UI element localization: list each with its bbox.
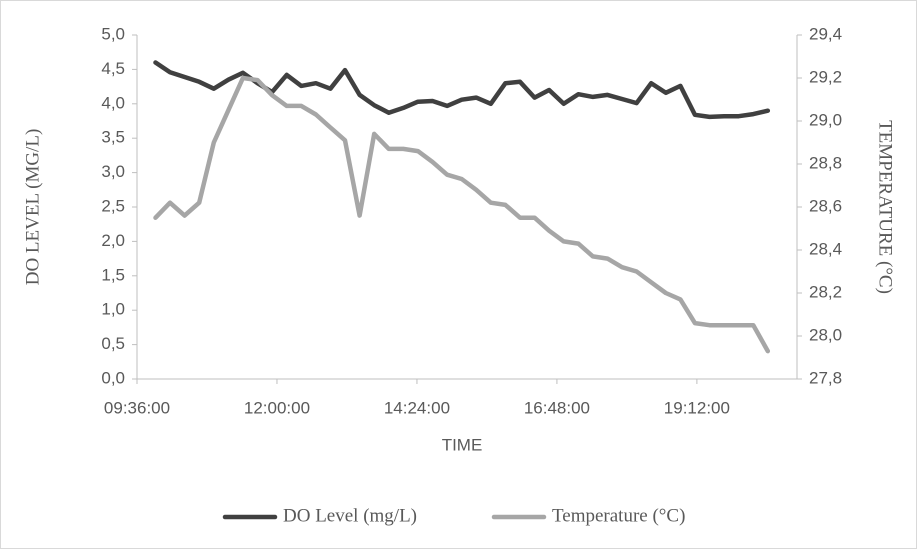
y-tick-label: 4,0 <box>101 93 125 112</box>
x-axis-title: TIME <box>442 435 483 454</box>
legend-label: Temperature (°C) <box>552 505 685 526</box>
y2-tick-label: 28,4 <box>809 239 842 258</box>
y2-tick-label: 29,0 <box>809 110 842 129</box>
y-tick-label: 1,5 <box>101 265 125 284</box>
y2-tick-label: 28,6 <box>809 196 842 215</box>
y2-tick-label: 27,8 <box>809 368 842 387</box>
y-tick-label: 5,0 <box>101 24 125 43</box>
y-tick-label: 1,0 <box>101 300 125 319</box>
series-line <box>153 75 771 354</box>
y-tick-label: 4,5 <box>101 59 125 78</box>
y2-tick-label: 29,4 <box>809 24 842 43</box>
y2-axis-title: TEMPERATURE (°C) <box>875 120 896 294</box>
y-tick-label: 2,0 <box>101 231 125 250</box>
y2-tick-label: 28,0 <box>809 325 842 344</box>
x-tick-label: 14:24:00 <box>384 398 450 417</box>
x-tick-label: 19:12:00 <box>664 398 730 417</box>
y-tick-label: 0,0 <box>101 368 125 387</box>
y-tick-label: 3,0 <box>101 162 125 181</box>
y2-tick-label: 28,2 <box>809 282 842 301</box>
legend-label: DO Level (mg/L) <box>283 505 417 526</box>
y2-tick-label: 28,8 <box>809 153 842 172</box>
y-tick-label: 3,5 <box>101 128 125 147</box>
y2-tick-label: 29,2 <box>809 67 842 86</box>
x-tick-label: 12:00:00 <box>244 398 310 417</box>
y-tick-label: 2,5 <box>101 196 125 215</box>
x-tick-label: 16:48:00 <box>524 398 590 417</box>
y-tick-label: 0,5 <box>101 334 125 353</box>
y-axis-title: DO LEVEL (MG/L) <box>22 129 43 286</box>
x-tick-label: 09:36:00 <box>104 398 170 417</box>
